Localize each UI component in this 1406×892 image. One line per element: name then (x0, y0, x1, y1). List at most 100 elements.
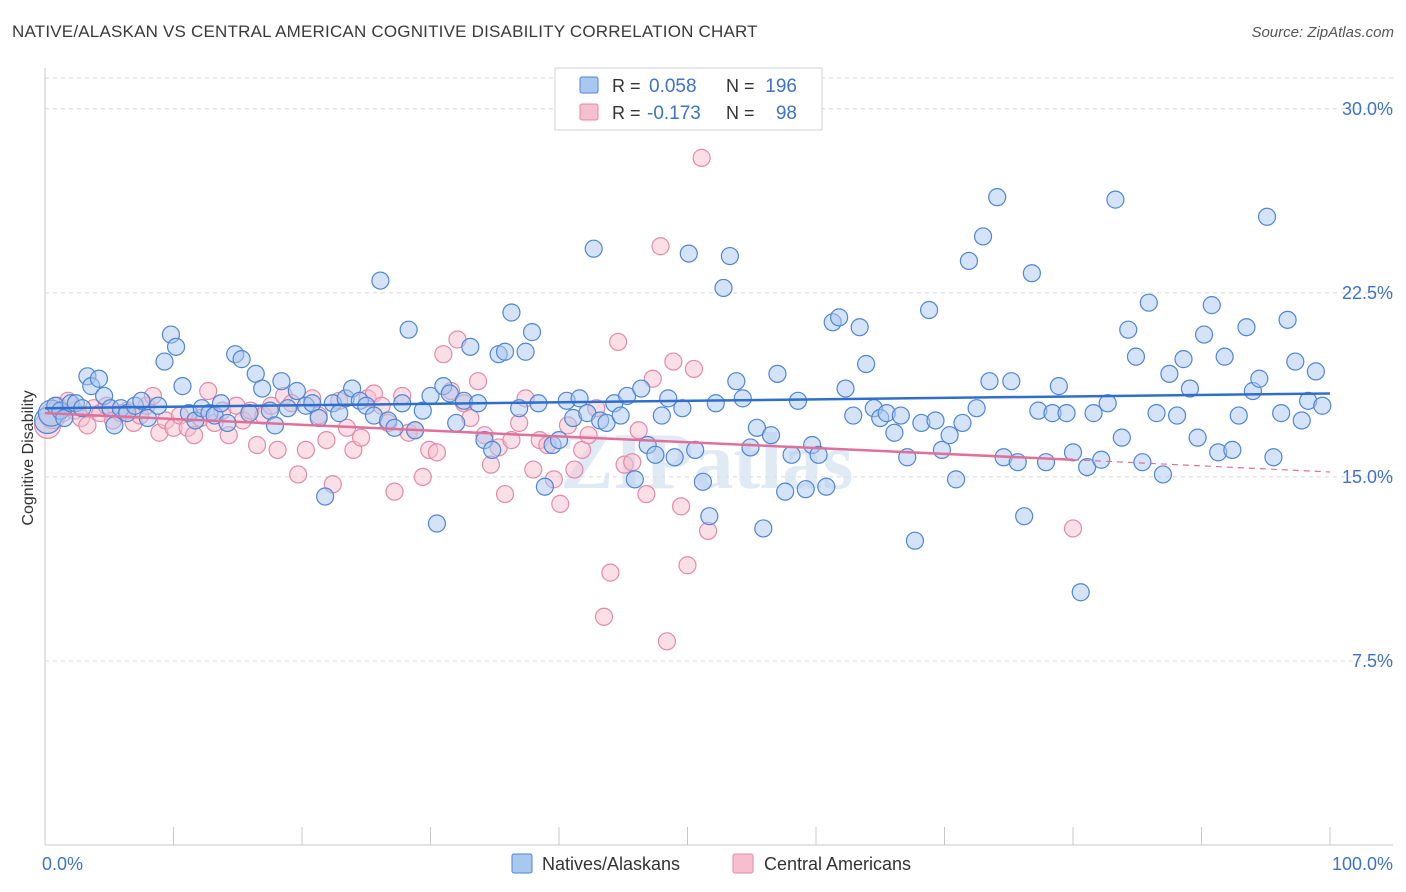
natives-alaskans-point-52 (371, 271, 390, 290)
central-americans-point-25 (199, 381, 218, 401)
trend-line-central-americans (44, 411, 1074, 461)
natives-alaskans-point-92 (646, 445, 665, 464)
natives-alaskans-point-10 (89, 369, 109, 388)
natives-alaskans-point-76 (535, 477, 554, 496)
legend-r-value-1: 0.058 (649, 76, 697, 97)
natives-alaskans-point-105 (733, 389, 752, 408)
natives-alaskans-point-158 (1098, 394, 1117, 413)
series-legend: Natives/Alaskans Central Americans (511, 853, 911, 874)
natives-alaskans-point-114 (796, 480, 815, 499)
natives-alaskans-point-35 (253, 379, 272, 398)
central-americans-point-47 (352, 428, 371, 447)
tick-labels: 7.5% 15.0% 22.5% 30.0% 0.0% 100.0% (42, 99, 1393, 874)
natives-alaskans-point-159 (1106, 190, 1125, 209)
legend-n-value-2: 98 (776, 103, 797, 124)
y-tick-label-2: 22.5% (1342, 283, 1393, 303)
central-americans-point-93 (671, 497, 691, 516)
central-americans-point-58 (427, 443, 447, 462)
natives-alaskans-point-144 (1002, 372, 1021, 391)
natives-alaskans-point-152 (1057, 404, 1076, 423)
natives-alaskans-point-99 (693, 472, 713, 491)
natives-alaskans-point-29 (211, 394, 231, 413)
natives-alaskans-point-130 (905, 531, 925, 550)
natives-alaskans-point-186 (1292, 411, 1311, 430)
central-americans-point-32 (247, 435, 267, 455)
natives-alaskans-point-44 (316, 487, 335, 506)
natives-alaskans-point-151 (1049, 377, 1068, 396)
legend-n-label-2: N = (726, 103, 755, 123)
natives-alaskans-point-161 (1119, 320, 1138, 339)
natives-alaskans-point-102 (714, 278, 733, 298)
natives-alaskans-point-119 (830, 308, 849, 327)
central-americans-point-78 (565, 460, 584, 479)
natives-alaskans-point-109 (761, 426, 781, 445)
y-tick-label-3: 30.0% (1342, 99, 1393, 119)
natives-alaskans-point-155 (1078, 457, 1097, 477)
legend-n-label-1: N = (726, 76, 755, 96)
natives-alaskans-point-140 (973, 227, 993, 246)
natives-alaskans-point-17 (132, 391, 151, 410)
central-americans-point-86 (623, 453, 642, 472)
central-americans-point-56 (413, 467, 432, 487)
natives-alaskans-point-160 (1112, 428, 1131, 447)
natives-alaskans-point-162 (1126, 347, 1146, 366)
natives-alaskans-point-156 (1084, 404, 1103, 423)
natives-alaskans-point-22 (166, 337, 186, 356)
central-americans-point-64 (468, 372, 488, 391)
natives-alaskans-point-154 (1071, 583, 1090, 602)
natives-alaskans-point-88 (618, 386, 637, 406)
natives-alaskans-point-127 (885, 423, 904, 442)
natives-alaskans-point-111 (776, 482, 795, 501)
natives-alaskans-point-83 (584, 239, 603, 258)
legend-swatch-pink (579, 103, 599, 121)
central-americans-point-68 (495, 484, 515, 504)
central-americans-point-88 (637, 484, 656, 504)
natives-alaskans-point-168 (1167, 406, 1187, 425)
natives-alaskans-point-96 (673, 399, 692, 418)
natives-alaskans-point-37 (265, 416, 285, 435)
natives-alaskans-point-164 (1139, 293, 1158, 312)
natives-alaskans-point-100 (700, 507, 719, 526)
axes (44, 68, 1393, 846)
natives-alaskans-point-128 (891, 406, 910, 425)
central-americans-point-84 (609, 332, 628, 352)
source-credit: Source: ZipAtlas.com (1251, 24, 1394, 41)
central-americans-point-35 (268, 440, 287, 460)
natives-alaskans-point-123 (857, 354, 876, 374)
central-americans-point-52 (385, 482, 404, 501)
natives-alaskans-point-121 (844, 406, 863, 425)
natives-alaskans-point-138 (959, 251, 979, 271)
central-americans-point-39 (296, 440, 315, 460)
natives-alaskans-point-175 (1215, 347, 1234, 366)
natives-alaskans-point-23 (173, 377, 192, 396)
natives-alaskans-point-63 (447, 413, 466, 433)
natives-alaskans-point-169 (1174, 350, 1193, 369)
y-tick-label-1: 15.0% (1342, 467, 1393, 487)
natives-alaskans-point-30 (218, 413, 237, 433)
natives-alaskans-point-68 (483, 440, 502, 460)
natives-alaskans-point-70 (495, 342, 515, 361)
natives-alaskans-point-147 (1022, 264, 1041, 283)
central-americans-point-92 (664, 352, 683, 371)
central-americans-point-72 (524, 460, 543, 479)
natives-alaskans-point-20 (155, 352, 174, 371)
x-tick-label-1: 100.0% (1332, 854, 1393, 874)
natives-alaskans-point-71 (502, 303, 521, 322)
natives-alaskans-point-85 (597, 413, 616, 433)
natives-alaskans-point-182 (1264, 448, 1283, 467)
natives-alaskans-point-157 (1092, 450, 1111, 469)
natives-alaskans-point-103 (720, 246, 740, 266)
natives-alaskans-point-13 (105, 416, 124, 435)
natives-alaskans-point-133 (926, 411, 945, 430)
natives-alaskans-point-104 (727, 372, 746, 391)
legend-n-value-1: 196 (765, 76, 797, 97)
natives-alaskans-point-43 (309, 408, 328, 428)
natives-alaskans-point-89 (625, 470, 644, 489)
natives-alaskans-point-40 (287, 381, 306, 401)
natives-alaskans-point-58 (413, 401, 432, 420)
central-americans-point-59 (434, 345, 453, 364)
natives-alaskans-point-171 (1188, 428, 1207, 447)
natives-alaskans-point-73 (516, 342, 535, 361)
central-americans-point-90 (651, 237, 670, 256)
